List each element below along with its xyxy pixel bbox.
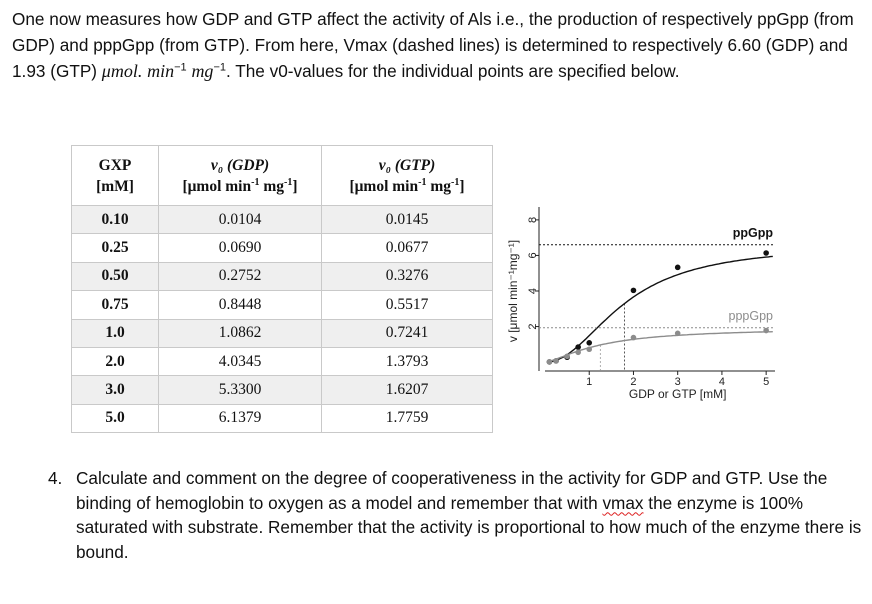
v0-data-table: GXP [mM] v₀ (GDP) [μmol min-1 mg-1] v₀ (GT…: [71, 145, 493, 434]
header-v0-gtp: v₀ (GTP) [μmol min-1 mg-1]: [321, 145, 493, 206]
data-point-pppGpp: [575, 349, 581, 356]
cell-v0-gdp: 6.1379: [158, 403, 322, 434]
fit-curve-ppGpp: [547, 255, 773, 363]
header-gxp-unit: [mM]: [96, 177, 134, 195]
data-point-pppGpp: [553, 358, 559, 364]
unit-min: min: [147, 61, 175, 81]
data-point-pppGpp: [763, 327, 769, 334]
table-row: 2.0 4.0345 1.3793: [71, 346, 493, 377]
cell-v0-gtp: 0.5517: [321, 290, 493, 320]
cell-v0-gdp: 0.0690: [158, 233, 322, 263]
cell-gxp: 0.75: [71, 290, 159, 320]
x-axis-label: GDP or GTP [mM]: [629, 387, 727, 401]
table-row: 5.0 6.1379 1.7759: [71, 403, 493, 434]
v0-scatter-chart: 2 4 6 8 1 2 3 4 5 GDP or GTP [mM] v [μmol min⁻¹mg⁻…: [506, 207, 775, 401]
cell-v0-gdp: 0.0104: [158, 204, 322, 235]
cell-v0-gtp: 1.6207: [321, 375, 493, 405]
data-point-ppGpp: [630, 287, 637, 294]
table-row: 0.75 0.8448 0.5517: [71, 290, 493, 320]
x-tick-label: 1: [586, 376, 592, 388]
cell-v0-gtp: 0.0145: [321, 204, 493, 235]
y-tick-label: 2: [527, 323, 539, 329]
cell-v0-gtp: 0.0677: [321, 233, 493, 263]
header-gxp: GXP [mM]: [71, 145, 159, 206]
fit-curve-pppGpp: [547, 331, 773, 363]
x-tick-label: 2: [630, 376, 636, 388]
data-point-pppGpp: [586, 346, 593, 353]
data-point-pppGpp: [630, 334, 637, 341]
header-v0-gdp: v₀ (GDP) [μmol min-1 mg-1]: [158, 145, 322, 206]
cell-gxp: 3.0: [71, 375, 159, 405]
cell-gxp: 0.25: [71, 233, 159, 263]
data-point-ppGpp: [763, 250, 769, 256]
x-tick-label: 3: [675, 376, 681, 388]
header-v0-gdp-unit: [μmol min-1 mg-1]: [182, 176, 298, 195]
cell-gxp: 0.10: [71, 204, 159, 235]
header-v0-gtp-unit: [μmol min-1 mg-1]: [349, 176, 465, 195]
data-point-pppGpp: [674, 330, 681, 337]
intro-text-2: . The v0-values for the individual point…: [225, 61, 680, 81]
table-row: 0.50 0.2752 0.3276: [71, 261, 493, 292]
x-tick-label: 4: [719, 376, 725, 388]
y-tick-label: 4: [527, 288, 539, 294]
question-text: Calculate and comment on the degree of c…: [76, 468, 862, 562]
y-tick-label: 8: [527, 217, 539, 223]
cell-v0-gtp: 1.3793: [321, 346, 493, 377]
unit-mg-exponent: −1: [213, 61, 226, 74]
header-v0-gtp-label: v₀ (GTP): [378, 156, 436, 174]
series-label-pppGpp: pppGpp: [729, 309, 774, 323]
vmax-spellcheck-word: vmax: [602, 492, 644, 513]
cell-v0-gtp: 1.7759: [321, 403, 493, 434]
table-header-row: GXP [mM] v₀ (GDP) [μmol min-1 mg-1] v₀ (GT…: [71, 145, 493, 206]
data-point-ppGpp: [575, 344, 581, 350]
cell-v0-gdp: 0.8448: [158, 290, 322, 320]
x-tick-label: 5: [763, 376, 769, 388]
data-point-ppGpp: [674, 264, 681, 271]
cell-v0-gdp: 5.3300: [158, 375, 322, 405]
question-number: 4.: [48, 468, 63, 488]
cell-v0-gdp: 0.2752: [158, 261, 322, 292]
cell-v0-gtp: 0.7241: [321, 318, 493, 348]
unit-min-exponent: −1: [174, 61, 187, 74]
data-point-ppGpp: [586, 340, 593, 346]
cell-v0-gdp: 4.0345: [158, 346, 322, 377]
table-row: 1.0 1.0862 0.7241: [71, 318, 493, 348]
unit-mg: mg: [191, 61, 214, 81]
cell-gxp: 2.0: [71, 346, 159, 377]
intro-paragraph: One now measures how GDP and GTP affect …: [12, 6, 862, 84]
y-tick-label: 6: [527, 252, 539, 258]
table-row: 3.0 5.3300 1.6207: [71, 375, 493, 405]
cell-gxp: 5.0: [71, 403, 159, 434]
series-label-ppGpp: ppGpp: [733, 226, 774, 240]
header-v0-gdp-label: v₀ (GDP): [210, 156, 270, 174]
cell-gxp: 0.50: [71, 261, 159, 292]
header-gxp-label: GXP: [98, 156, 132, 174]
y-axis-label: v [μmol min⁻¹mg⁻¹]: [506, 240, 520, 342]
cell-v0-gtp: 0.3276: [321, 261, 493, 292]
table-row: 0.10 0.0104 0.0145: [71, 204, 493, 235]
cell-v0-gdp: 1.0862: [158, 318, 322, 348]
table-row: 0.25 0.0690 0.0677: [71, 233, 493, 263]
intro-text-1: One now measures how GDP and GTP affect …: [12, 9, 854, 81]
data-point-pppGpp: [564, 353, 570, 360]
cell-gxp: 1.0: [71, 318, 159, 348]
unit-umol: μmol.: [101, 61, 143, 81]
data-point-pppGpp: [546, 359, 553, 365]
